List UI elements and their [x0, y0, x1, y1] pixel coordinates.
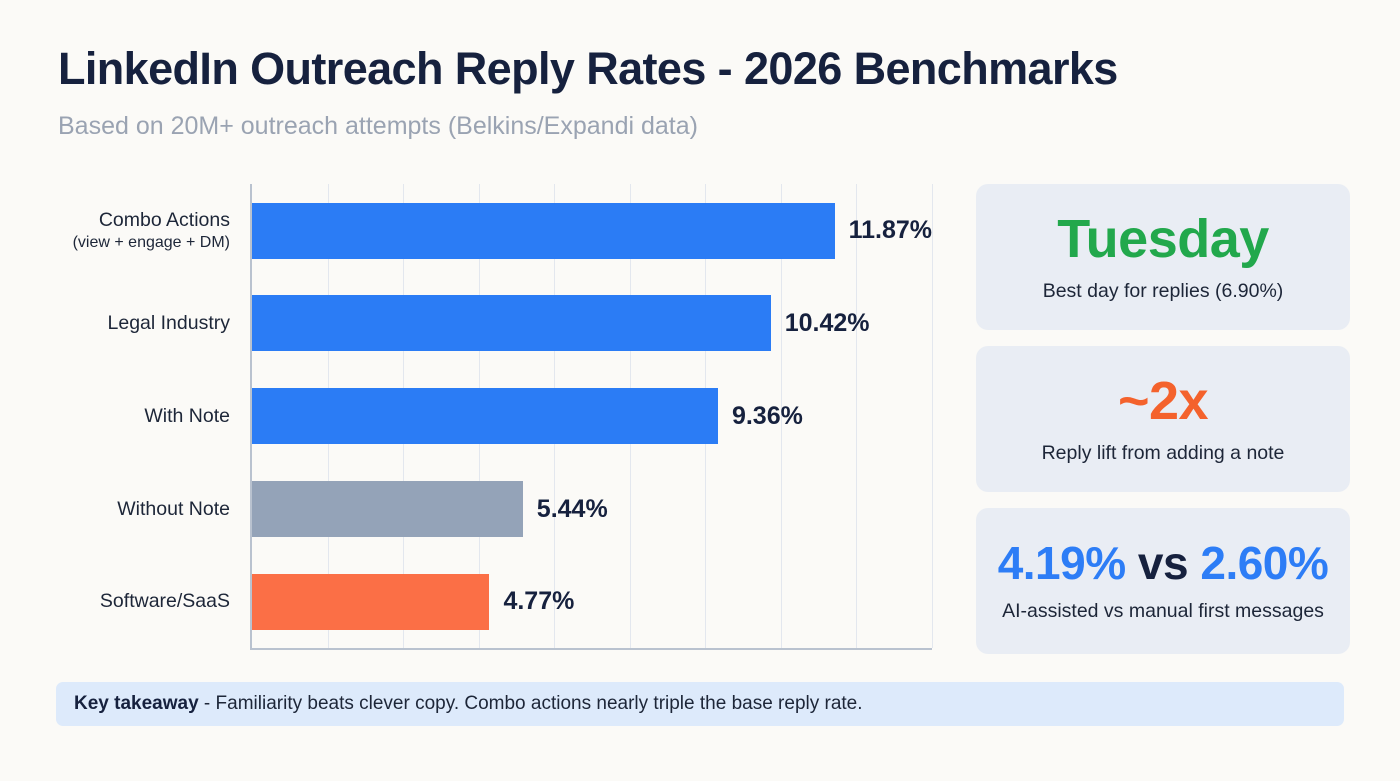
- plot-area: 11.87% 10.42% 9.36% 5.44% 4.77%: [250, 184, 933, 651]
- bar-chart: Combo Actions (view + engage + DM) Legal I…: [56, 184, 944, 654]
- stat-card-caption: Reply lift from adding a note: [1041, 441, 1285, 464]
- category-label-main: Software/SaaS: [99, 590, 230, 613]
- bar-value-label: 5.44%: [536, 494, 608, 523]
- bar-row[interactable]: 9.36%: [252, 388, 932, 445]
- bar[interactable]: [252, 295, 771, 352]
- stat-value-separator: vs: [1125, 537, 1201, 590]
- page-subtitle: Based on 20M+ outreach attempts (Belkins…: [58, 111, 698, 140]
- stat-value-secondary: 2.60%: [1200, 537, 1329, 590]
- category-label-main: Combo Actions: [98, 208, 230, 231]
- bar-value-label: 9.36%: [731, 401, 803, 430]
- category-label: Software/SaaS: [44, 590, 242, 613]
- chart-column: Combo Actions (view + engage + DM) Legal I…: [56, 184, 944, 654]
- key-takeaway-body: - Familiarity beats clever copy. Combo a…: [198, 693, 863, 714]
- bar-row[interactable]: 5.44%: [252, 481, 932, 538]
- gridline: [780, 184, 782, 649]
- category-label: Legal Industry: [44, 312, 242, 335]
- stat-cards-column: Tuesday Best day for replies (6.90%) ~2x Re…: [976, 184, 1350, 655]
- header: LinkedIn Outreach Reply Rates - 2026 Ben…: [58, 44, 1344, 140]
- stat-card-value: ~2x: [1117, 371, 1209, 432]
- bar[interactable]: [252, 202, 835, 259]
- stat-card-ai-vs-manual[interactable]: 4.19% vs 2.60% AI-assisted vs manual firs…: [976, 508, 1350, 655]
- bar-value-label: 10.42%: [784, 308, 870, 337]
- body-row: Combo Actions (view + engage + DM) Legal I…: [56, 184, 1350, 655]
- page-title: LinkedIn Outreach Reply Rates - 2026 Ben…: [58, 43, 1118, 94]
- bar[interactable]: [252, 573, 490, 630]
- category-label: With Note: [44, 405, 242, 428]
- bar-row[interactable]: 10.42%: [252, 295, 932, 352]
- stat-card-caption: Best day for replies (6.90%): [1042, 279, 1284, 302]
- category-label-main: Without Note: [117, 497, 230, 520]
- gridline: [932, 184, 933, 649]
- category-label-main: With Note: [144, 404, 230, 427]
- bars-layer: 11.87% 10.42% 9.36% 5.44% 4.77%: [252, 184, 932, 648]
- bar-value-label: 4.77%: [503, 587, 575, 616]
- stat-card-value: Tuesday: [1057, 209, 1269, 270]
- bar[interactable]: [252, 481, 523, 538]
- stat-card-caption: AI-assisted vs manual first messages: [1002, 599, 1324, 622]
- key-takeaway-label: Key takeaway: [74, 693, 199, 714]
- bar-row[interactable]: 11.87%: [252, 202, 932, 259]
- stat-value-primary: 4.19%: [997, 537, 1126, 590]
- stat-card-best-day[interactable]: Tuesday Best day for replies (6.90%): [976, 184, 1350, 331]
- category-label: Combo Actions (view + engage + DM): [44, 209, 242, 253]
- key-takeaway-text: Key takeaway - Familiarity beats clever …: [74, 693, 863, 715]
- category-axis-labels: Combo Actions (view + engage + DM) Legal I…: [56, 184, 242, 648]
- stat-card-note-lift[interactable]: ~2x Reply lift from adding a note: [976, 346, 1350, 493]
- key-takeaway-banner: Key takeaway - Familiarity beats clever …: [56, 682, 1344, 726]
- bar[interactable]: [252, 388, 718, 445]
- bar-row[interactable]: 4.77%: [252, 573, 932, 630]
- category-label: Without Note: [44, 498, 242, 521]
- category-label-sub: (view + engage + DM): [72, 233, 230, 251]
- category-label-main: Legal Industry: [107, 311, 231, 334]
- bar-value-label: 11.87%: [848, 216, 932, 245]
- gridline: [856, 184, 858, 649]
- stat-card-value: 4.19% vs 2.60%: [998, 539, 1329, 587]
